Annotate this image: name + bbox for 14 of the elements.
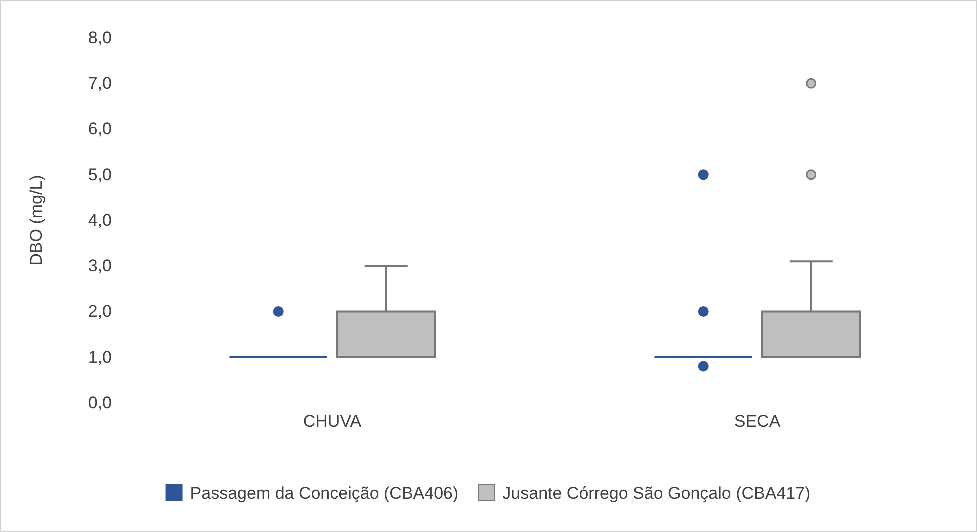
legend-label: Jusante Córrego São Gonçalo (CBA417) bbox=[502, 484, 811, 503]
y-tick-label: 4,0 bbox=[88, 210, 112, 230]
y-tick-label: 7,0 bbox=[88, 74, 112, 94]
x-tick-label: CHUVA bbox=[303, 412, 362, 432]
y-tick-label: 0,0 bbox=[88, 393, 112, 412]
y-tick-label: 2,0 bbox=[88, 302, 112, 322]
y-tick-label: 6,0 bbox=[88, 120, 112, 139]
x-tick-label: SECA bbox=[734, 412, 782, 432]
y-tick-label: 1,0 bbox=[88, 348, 112, 367]
y-axis-title: DBO (mg/L) bbox=[27, 175, 46, 266]
y-tick-label: 8,0 bbox=[88, 28, 112, 48]
legend-label: Passagem da Conceição (CBA406) bbox=[190, 484, 459, 503]
y-tick-label: 3,0 bbox=[88, 256, 112, 276]
y-tick-label: 5,0 bbox=[88, 165, 112, 184]
